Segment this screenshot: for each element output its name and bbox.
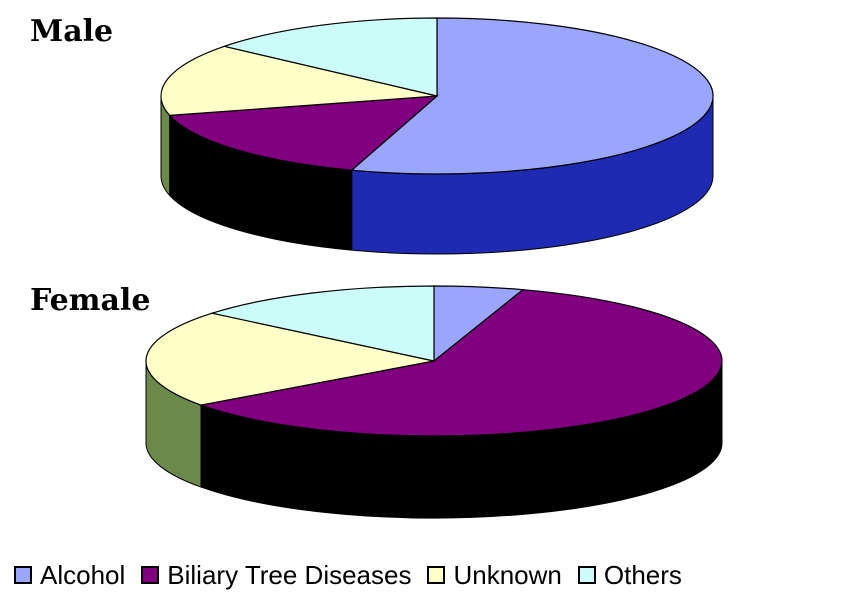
pie-slice-male-unknown bbox=[160, 45, 438, 117]
legend-swatch-unknown bbox=[427, 566, 446, 584]
pie-male bbox=[160, 17, 714, 255]
legend-label-biliary: Biliary Tree Diseases bbox=[167, 559, 412, 590]
pie-slice-female-biliary-tree-diseases bbox=[198, 289, 723, 437]
legend-item-biliary: Biliary Tree Diseases bbox=[141, 560, 411, 591]
legend-label-alcohol: Alcohol bbox=[40, 559, 126, 590]
legend-label-unknown: Unknown bbox=[453, 559, 562, 590]
pie-slice-male-biliary-tree-diseases bbox=[168, 95, 439, 171]
legend-swatch-biliary bbox=[141, 566, 160, 584]
legend-item-unknown: Unknown bbox=[427, 559, 562, 591]
pie-slice-male-alcohol bbox=[350, 17, 714, 175]
legend-swatch-alcohol bbox=[14, 566, 32, 584]
legend-item-alcohol: Alcohol bbox=[14, 560, 125, 591]
chart-title-male: Male bbox=[30, 14, 114, 49]
pie-slice-female-unknown bbox=[145, 312, 435, 406]
legend: Alcohol Biliary Tree Diseases Unknown Ot… bbox=[14, 555, 698, 595]
pie-female bbox=[145, 285, 723, 519]
legend-label-others: Others bbox=[603, 559, 682, 590]
pie-slice-female-others bbox=[209, 285, 435, 362]
legend-item-others: Others bbox=[577, 559, 682, 591]
chart-title-female: Female bbox=[30, 283, 151, 318]
pie-slice-male-others bbox=[222, 17, 438, 97]
legend-swatch-others bbox=[577, 566, 596, 584]
